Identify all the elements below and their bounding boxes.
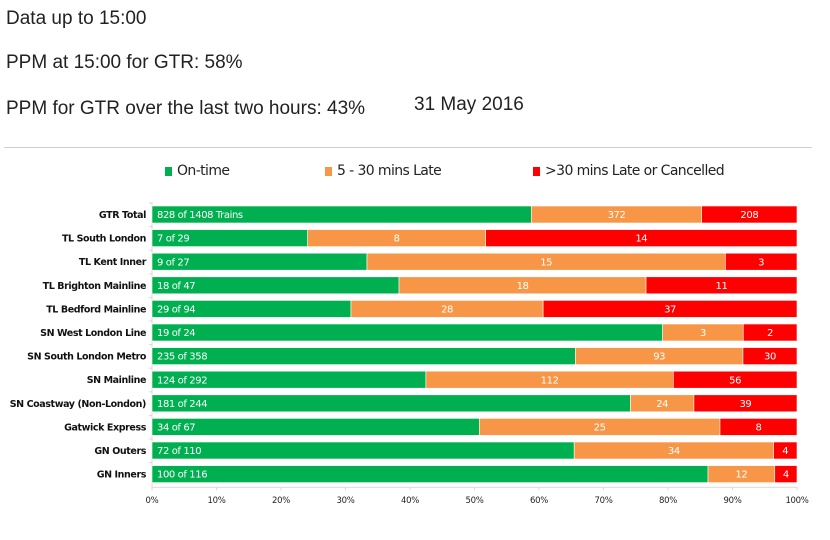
bar-label: 18 of 47: [157, 281, 195, 292]
category-label: Gatwick Express: [64, 422, 147, 433]
report-date: 31 May 2016: [414, 94, 524, 115]
bar-label: 100 of 116: [157, 470, 207, 481]
category-label: SN South London Metro: [27, 352, 147, 363]
bar-label: 9 of 27: [157, 257, 189, 268]
category-label: TL Kent Inner: [79, 257, 147, 268]
bar-label: 124 of 292: [157, 375, 207, 386]
bar-label: 828 of 1408 Trains: [157, 210, 243, 221]
bar-segment: [151, 347, 576, 365]
bar-segment: [151, 441, 575, 460]
bar-label: 19 of 24: [157, 328, 195, 339]
bar-segment: [542, 300, 798, 318]
x-tick-label: 30%: [337, 496, 355, 506]
bar-label: 30: [764, 352, 776, 363]
x-tick-label: 50%: [466, 496, 484, 506]
category-label: TL Brighton Mainline: [43, 281, 146, 292]
bar-label: 72 of 110: [157, 446, 201, 457]
legend-item-5-30-late: 5 - 30 mins Late: [325, 163, 442, 179]
bar-label: 2: [767, 328, 773, 339]
bar-segment: [151, 418, 480, 436]
bar-segment: [742, 323, 798, 342]
legend-label-30-late-cancelled: >30 mins Late or Cancelled: [545, 163, 725, 179]
bar-segment: [485, 229, 798, 247]
bar-label: 4: [782, 446, 788, 457]
bar-label: 56: [729, 375, 741, 386]
bar-segment: [701, 205, 798, 224]
bar-segment: [719, 418, 798, 436]
bar-label: 29 of 94: [157, 305, 195, 316]
bar-label: 372: [608, 210, 626, 221]
x-tick-label: 70%: [595, 496, 613, 506]
category-label: TL South London: [62, 234, 147, 245]
legend-label-5-30-late: 5 - 30 mins Late: [337, 163, 442, 179]
bar-segment: [645, 276, 798, 295]
ppm-now-text: PPM at 15:00 for GTR: 58%: [6, 52, 243, 73]
legend-swatch-on-time: [165, 166, 172, 176]
bar-label: 15: [540, 257, 552, 268]
bar-label: 34 of 67: [157, 423, 195, 434]
legend-label-on-time: On-time: [177, 163, 230, 179]
x-tick-label: 10%: [208, 496, 226, 506]
bar-label: 25: [594, 423, 606, 434]
bar-segment: [151, 394, 631, 413]
x-tick-label: 80%: [659, 496, 677, 506]
category-label: SN West London Line: [40, 328, 146, 339]
bar-segment: [742, 347, 798, 365]
bar-segment: [774, 465, 798, 483]
bar-label: 12: [735, 470, 747, 481]
ppm-two-hours-text: PPM for GTR over the last two hours: 43%: [6, 98, 366, 119]
category-label: TL Bedford Mainline: [46, 304, 146, 315]
bar-label: 93: [653, 352, 665, 363]
bar-label: 14: [635, 234, 647, 245]
bar-label: 208: [740, 210, 758, 221]
bar-label: 3: [758, 257, 764, 268]
x-tick-label: 20%: [272, 496, 290, 506]
x-tick-label: 60%: [530, 496, 548, 506]
bar-label: 7 of 29: [157, 234, 189, 245]
category-label: GN Outers: [94, 446, 146, 457]
bar-label: 8: [756, 423, 762, 434]
bar-label: 181 of 244: [157, 399, 207, 410]
bar-segment: [151, 465, 709, 483]
x-tick-label: 90%: [724, 496, 742, 506]
bar-label: 112: [541, 375, 559, 386]
bar-segment: [725, 252, 798, 271]
legend-item-30-late-cancelled: >30 mins Late or Cancelled: [533, 163, 725, 179]
bar-segment: [773, 441, 798, 460]
data-up-to-text: Data up to 15:00: [6, 8, 147, 29]
x-tick-label: 40%: [401, 496, 419, 506]
category-label: GTR Total: [99, 210, 146, 221]
x-tick-label: 0%: [146, 496, 159, 506]
bar-label: 11: [716, 281, 728, 292]
category-label: SN Coastway (Non-London): [10, 399, 146, 410]
bar-label: 3: [700, 328, 706, 339]
bar-label: 28: [441, 305, 453, 316]
bar-segment: [151, 323, 663, 342]
legend-item-on-time: On-time: [165, 163, 230, 179]
bar-segment: [673, 370, 798, 389]
bar-segment: [693, 394, 798, 413]
x-tick-label: 100%: [785, 496, 808, 506]
category-label: GN Inners: [97, 470, 147, 481]
bar-label: 18: [517, 281, 529, 292]
bar-label: 8: [394, 234, 400, 245]
bar-label: 34: [668, 446, 680, 457]
divider: [4, 147, 812, 148]
bar-label: 37: [664, 305, 676, 316]
bar-label: 4: [783, 470, 789, 481]
bar-label: 235 of 358: [157, 352, 207, 363]
legend-swatch-5-30-late: [325, 166, 332, 176]
category-label: SN Mainline: [87, 375, 146, 386]
bar-label: 24: [656, 399, 668, 410]
bar-label: 39: [739, 399, 751, 410]
legend-swatch-30-late-cancelled: [533, 166, 540, 176]
